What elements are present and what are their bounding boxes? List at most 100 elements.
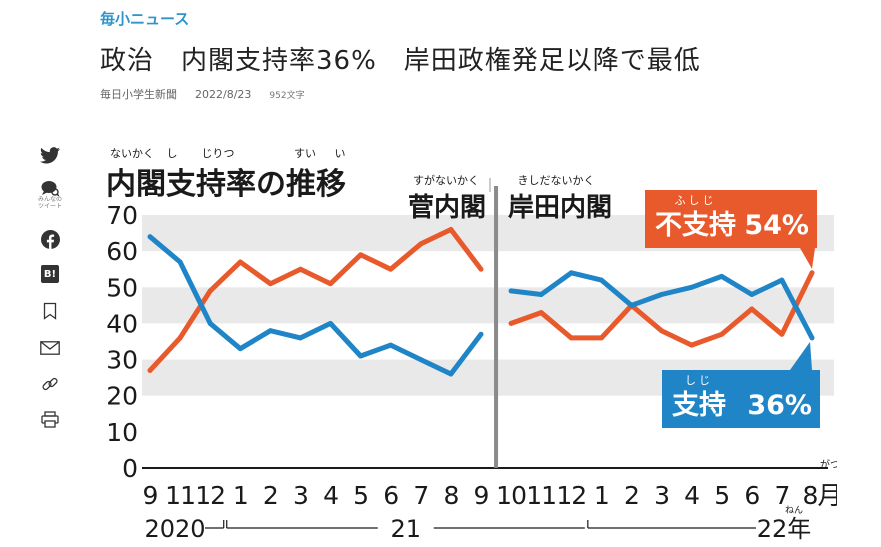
series-point-0-17 [659, 328, 664, 334]
x-tick-label-15: 1 [594, 481, 609, 510]
category-link[interactable]: 毎小ニュース [100, 10, 190, 28]
series-point-1-0 [147, 234, 153, 240]
series-point-1-22 [809, 335, 815, 341]
series-point-0-8 [388, 266, 394, 272]
x-tick-label-17: 3 [654, 481, 669, 510]
series-point-1-13 [538, 292, 544, 297]
mail-button[interactable] [37, 330, 63, 366]
y-tick-label-2: 20 [106, 382, 138, 411]
series-point-1-1 [177, 259, 183, 265]
series-point-0-5 [298, 266, 303, 272]
series-point-1-9 [418, 357, 424, 362]
chart-title-ruby-0: ないかく [110, 147, 154, 160]
article-meta: 毎日小学生新聞 2022/8/23 952文字 [100, 86, 305, 102]
series-point-0-9 [418, 241, 424, 247]
series-point-0-4 [267, 281, 273, 287]
series-point-1-5 [298, 335, 303, 341]
cabinet-label-0: 菅内閣 [408, 193, 486, 223]
x-tick-label-9: 7 [413, 481, 428, 510]
x-tick-label-12: 10 [496, 481, 526, 510]
y-tick-label-5: 50 [106, 273, 138, 302]
x-tick-label-5: 3 [293, 481, 308, 510]
print-icon [41, 410, 59, 428]
hatena-bookmark-icon: B! [41, 265, 59, 283]
x-tick-label-6: 4 [323, 481, 338, 510]
series-point-1-6 [328, 321, 333, 326]
publish-date: 2022/8/23 [195, 88, 252, 101]
series-point-1-15 [598, 277, 604, 283]
y-tick-label-3: 30 [106, 346, 138, 375]
year-ruby-2: ねん [785, 505, 803, 516]
series-point-1-3 [237, 346, 243, 352]
callout-box-0 [645, 190, 817, 248]
mail-icon [40, 341, 60, 355]
chart-title-ruby-2: じりつ [201, 147, 234, 160]
save-bookmark-button[interactable] [37, 292, 63, 330]
facebook-icon [40, 229, 60, 249]
series-end-label-1: 36% [747, 390, 812, 421]
copy-link-button[interactable] [37, 366, 63, 402]
x-tick-label-2: 12 [195, 481, 225, 510]
series-point-1-10 [448, 371, 454, 377]
series-point-0-21 [779, 331, 785, 337]
x-tick-label-8: 6 [383, 481, 398, 510]
series-line-0-0 [147, 227, 484, 373]
series-point-1-2 [207, 321, 213, 326]
share-bar: みんなの ツイート B! [36, 140, 64, 436]
series-name-1: 支持 [672, 390, 726, 421]
grid-band-1 [142, 287, 834, 324]
series-end-label-0: 54% [744, 210, 809, 241]
callout-tail-1 [790, 341, 812, 370]
x-tick-label-16: 2 [624, 481, 639, 510]
month-ruby: がつ [820, 458, 837, 471]
x-tick-label-13: 11 [526, 481, 556, 510]
series-line-1-0 [147, 234, 484, 377]
approval-rating-chart: 0 10 20 30 40 50 60 70 9 11 12 1 2 3 4 5 6 7 8 9 10 11 12 1 2 3 4 5… [100, 130, 837, 547]
x-tick-label-1: 11 [165, 481, 195, 510]
x-tick-label-18: 4 [684, 481, 699, 510]
series-point-0-13 [538, 310, 544, 315]
x-tick-label-4: 2 [263, 481, 278, 510]
series-point-0-20 [749, 306, 755, 312]
twitter-icon [40, 146, 60, 163]
x-tick-label-20: 6 [744, 481, 759, 510]
chart-title-ruby-4: い [335, 147, 346, 160]
series-point-1-17 [659, 292, 664, 297]
x-tick-label-10: 8 [443, 481, 458, 510]
x-tick-label-3: 1 [233, 481, 248, 510]
x-tick-label-21: 7 [774, 481, 789, 510]
year-label-2: 22年 [757, 515, 812, 543]
year-label-0: 2020 [144, 515, 205, 543]
y-tick-label-0: 0 [122, 454, 138, 483]
minna-no-tweet-button[interactable]: みんなの ツイート [37, 174, 63, 216]
series-name-ruby-0: ふしじ [675, 194, 717, 207]
x-tick-label-19: 5 [714, 481, 729, 510]
chart-title-ruby-1: し [167, 147, 178, 160]
chart-title: 内閣支持率の推移 [106, 167, 346, 202]
series-point-1-21 [779, 277, 785, 283]
y-tick-label-7: 70 [106, 201, 138, 230]
series-point-1-18 [689, 284, 695, 290]
y-tick-label-4: 40 [106, 309, 138, 338]
cabinet-ruby-1: きしだないかく [518, 174, 595, 187]
series-point-1-7 [358, 353, 364, 359]
link-icon [42, 377, 58, 391]
hatena-bookmark-button[interactable]: B! [37, 256, 63, 292]
series-point-1-12 [508, 288, 514, 294]
minna-no-tweet-label: みんなの ツイート [37, 196, 62, 210]
series-name-0: 不支持 [655, 210, 736, 241]
y-tick-label-1: 10 [106, 418, 138, 447]
series-point-1-14 [568, 270, 574, 276]
series-point-1-8 [388, 342, 394, 348]
source-name: 毎日小学生新聞 [100, 88, 177, 101]
facebook-button[interactable] [37, 222, 63, 256]
print-button[interactable] [37, 402, 63, 436]
series-point-1-19 [719, 274, 725, 279]
twitter-button[interactable] [37, 140, 63, 170]
series-point-1-11 [478, 331, 484, 337]
series-name-ruby-1: しじ [685, 374, 713, 387]
series-point-0-12 [508, 321, 514, 326]
callout-box-1 [662, 370, 820, 428]
series-point-0-22 [809, 270, 815, 276]
series-point-0-14 [568, 335, 574, 341]
